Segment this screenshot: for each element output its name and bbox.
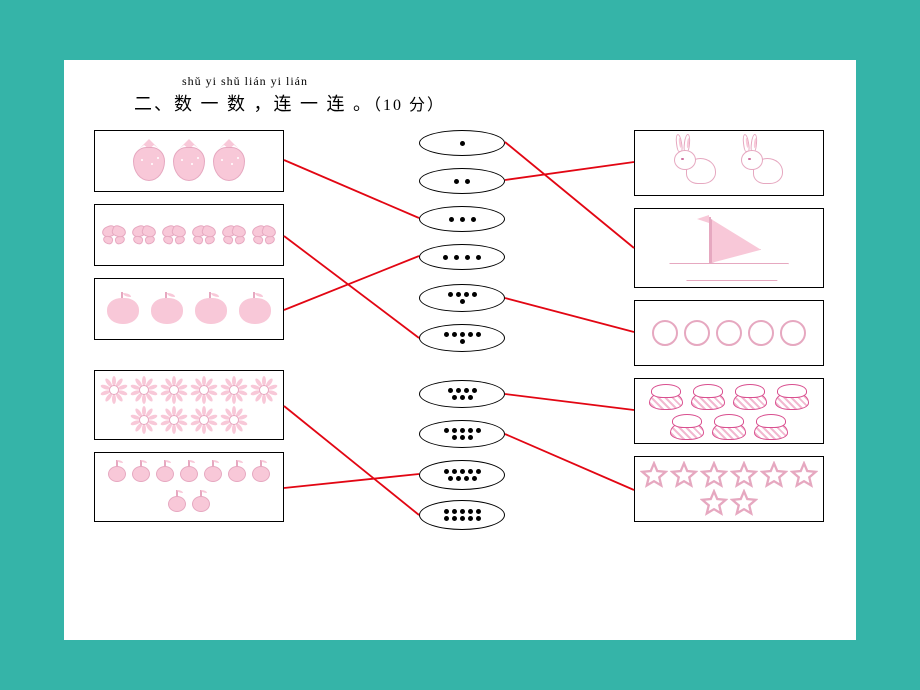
dot-ellipse-5: [419, 284, 505, 312]
left-box-strawberries: [94, 130, 284, 192]
title-main: 二、数 一 数 ，连 一 连 。（10 分）: [134, 90, 445, 116]
right-box-boat: [634, 208, 824, 288]
left-box-daisies: [94, 370, 284, 440]
dot-ellipse-2: [419, 168, 505, 194]
dot-ellipse-7: [419, 380, 505, 408]
dot-ellipse-9: [419, 460, 505, 490]
dot-ellipse-8: [419, 420, 505, 448]
right-box-stars: [634, 456, 824, 522]
right-box-circles: [634, 300, 824, 366]
worksheet-page: shǔ yi shǔ lián yi lián 二、数 一 数 ，连 一 连 。…: [64, 60, 856, 640]
title-text: 数 一 数 ，连 一 连 。: [174, 94, 373, 114]
title-pinyin: shǔ yi shǔ lián yi lián: [182, 74, 308, 89]
left-box-apples: [94, 278, 284, 340]
right-box-rabbits: [634, 130, 824, 196]
dot-ellipse-10: [419, 500, 505, 530]
dot-ellipse-3: [419, 206, 505, 232]
left-box-cherries: [94, 452, 284, 522]
title-score: （10 分）: [373, 97, 445, 114]
left-box-butterflies: [94, 204, 284, 266]
right-box-bowls: [634, 378, 824, 444]
title-number: 二、: [134, 94, 174, 114]
dot-ellipse-4: [419, 244, 505, 270]
dot-ellipse-6: [419, 324, 505, 352]
dot-ellipse-1: [419, 130, 505, 156]
